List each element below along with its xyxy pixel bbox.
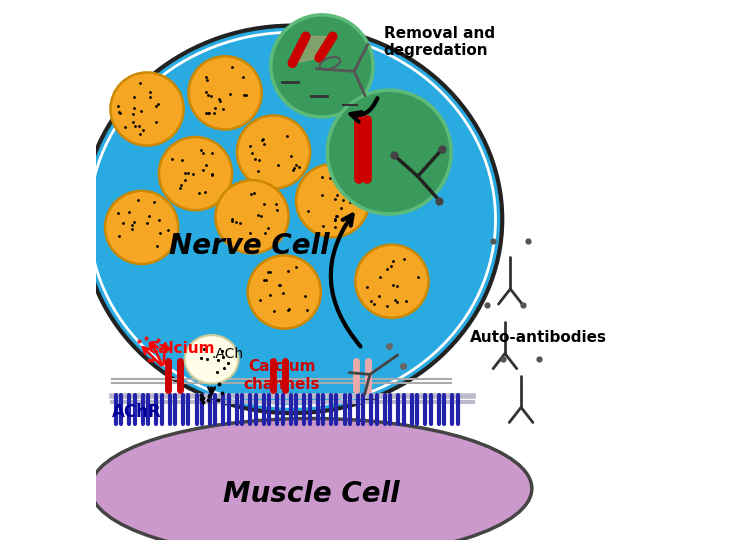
Circle shape	[271, 15, 373, 117]
Text: Nerve Cell: Nerve Cell	[169, 232, 329, 260]
Ellipse shape	[185, 335, 239, 384]
Circle shape	[237, 115, 310, 189]
Circle shape	[215, 180, 288, 253]
Polygon shape	[292, 36, 333, 63]
Text: AChR: AChR	[112, 403, 161, 420]
Circle shape	[356, 245, 429, 318]
Circle shape	[105, 191, 178, 264]
Ellipse shape	[91, 419, 532, 541]
Text: Muscle Cell: Muscle Cell	[223, 480, 399, 508]
Circle shape	[159, 137, 232, 210]
Text: Auto-antibodies: Auto-antibodies	[470, 330, 607, 345]
Text: Calcium
channels: Calcium channels	[243, 359, 320, 392]
Text: Removal and
degredation: Removal and degredation	[384, 25, 495, 58]
Circle shape	[188, 56, 261, 129]
Circle shape	[327, 90, 451, 214]
Circle shape	[296, 164, 369, 237]
Circle shape	[110, 72, 184, 146]
Text: Calcium: Calcium	[147, 341, 215, 356]
Ellipse shape	[82, 25, 502, 413]
Text: .ACh: .ACh	[212, 347, 244, 361]
Circle shape	[247, 255, 321, 328]
